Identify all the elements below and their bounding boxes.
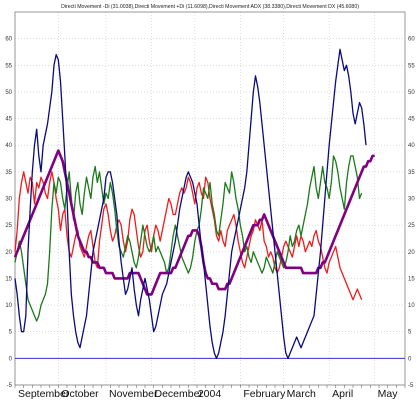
x-tick-label: May (378, 388, 399, 400)
y-tick-label-right: 55 (408, 63, 415, 69)
y-tick-label-left: 60 (5, 37, 12, 43)
x-tick-label: 2004 (198, 388, 222, 400)
y-tick-label-right: 5 (408, 330, 412, 336)
y-tick-label-right: -5 (408, 383, 414, 389)
y-tick-label-right: 35 (408, 170, 415, 176)
y-tick-label-right: 40 (408, 143, 415, 149)
y-tick-label-left: 55 (5, 63, 12, 69)
y-tick-label-right: 30 (408, 197, 415, 203)
axes (14, 11, 406, 388)
y-tick-label-right: 50 (408, 90, 415, 96)
y-tick-label-left: 30 (5, 197, 12, 203)
x-tick-label: September (18, 388, 70, 400)
y-tick-label-left: -5 (7, 383, 13, 389)
y-tick-label-left: 10 (5, 303, 12, 309)
y-tick-label-right: 25 (408, 223, 415, 229)
y-tick-label-left: 50 (5, 90, 12, 96)
y-tick-label-right: 10 (408, 303, 415, 309)
y-tick-label-right: 60 (408, 37, 415, 43)
x-tick-label: March (287, 388, 316, 400)
plot-frame (14, 11, 406, 386)
y-tick-label-left: 15 (5, 276, 12, 282)
y-tick-label-left: 25 (5, 223, 12, 229)
series-line-2 (13, 149, 375, 296)
x-tick-label: November (109, 388, 158, 400)
x-tick-label: April (332, 388, 353, 400)
y-tick-label-left: 0 (9, 356, 13, 362)
y-tick-label-left: 45 (5, 117, 12, 123)
series-line-0 (14, 171, 363, 301)
y-tick-label-right: 15 (408, 276, 415, 282)
chart-title: Directi Movement -Di (31.0038),Directi M… (61, 4, 359, 10)
y-tick-label-right: 20 (408, 250, 415, 256)
y-tick-label-left: 40 (5, 143, 12, 149)
series-line-3 (14, 48, 367, 360)
y-tick-label-left: 5 (9, 330, 13, 336)
x-tick-label: February (243, 388, 286, 400)
x-tick-label: December (155, 388, 204, 400)
series-lines (13, 48, 375, 360)
y-tick-label-left: 35 (5, 170, 12, 176)
x-tick-label: October (61, 388, 99, 400)
y-tick-label-left: 20 (5, 250, 12, 256)
y-tick-label-right: 45 (408, 117, 415, 123)
y-tick-label-right: 0 (408, 356, 412, 362)
